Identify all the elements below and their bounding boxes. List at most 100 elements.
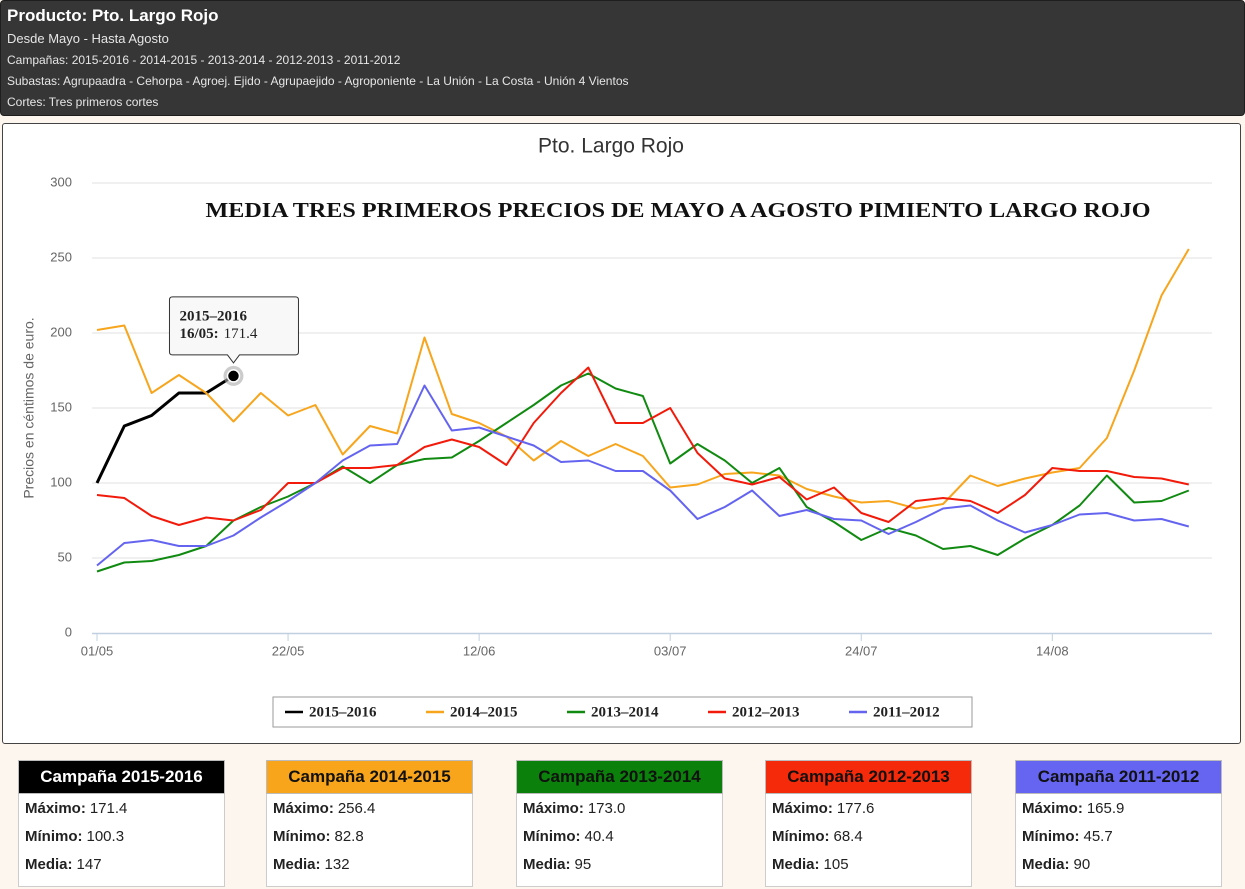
stat-value: 171.4 [89, 800, 128, 817]
legend-label: 2013–2014 [591, 704, 659, 720]
stat-label: Media: [523, 856, 571, 873]
card-stat: Media: 132 [273, 850, 472, 878]
campaign-card: Campaña 2012-2013 Máximo: 177.6 Mínimo: 68.4… [765, 760, 972, 887]
stat-value: 68.4 [833, 828, 863, 845]
header-line: Subastas: Agrupaadra - Cehorpa - Agroej.… [7, 74, 629, 88]
stat-value: 40.4 [584, 828, 614, 845]
card-title: Campaña 2013-2014 [516, 760, 723, 794]
stat-label: Mínimo: [273, 828, 331, 845]
card-stat: Mínimo: 40.4 [523, 822, 722, 850]
card-title: Campaña 2014-2015 [266, 760, 473, 794]
stat-label: Mínimo: [772, 828, 830, 845]
campaign-card: Campaña 2011-2012 Máximo: 165.9 Mínimo: 45.7… [1015, 760, 1222, 887]
card-body: Máximo: 171.4 Mínimo: 100.3 Media: 147 [18, 794, 225, 887]
stat-value: 95 [574, 856, 592, 873]
stat-label: Máximo: [523, 800, 584, 817]
stat-value: 177.6 [836, 800, 875, 817]
card-title: Campaña 2011-2012 [1015, 760, 1222, 794]
x-tick-label: 14/08 [1036, 643, 1069, 658]
card-title: Campaña 2012-2013 [765, 760, 972, 794]
stat-label: Máximo: [25, 800, 86, 817]
stat-value: 100.3 [86, 828, 125, 845]
series-line [96, 248, 1190, 510]
stat-value: 82.8 [334, 828, 364, 845]
stat-value: 173.0 [587, 800, 626, 817]
series-line [96, 384, 1190, 567]
card-body: Máximo: 256.4 Mínimo: 82.8 Media: 132 [266, 794, 473, 887]
stat-value: 45.7 [1083, 828, 1113, 845]
card-stat: Media: 95 [523, 850, 722, 878]
series-line [96, 372, 1190, 573]
chart: Pto. Largo Rojo MEDIA TRES PRIMEROS PREC… [21, 135, 1212, 728]
stat-label: Mínimo: [25, 828, 83, 845]
card-stat: Máximo: 177.6 [772, 794, 971, 822]
card-stat: Media: 147 [25, 850, 224, 878]
y-tick-label: 50 [58, 549, 72, 564]
x-tick-label: 01/05 [81, 643, 114, 658]
x-tick-label: 22/05 [272, 643, 305, 658]
tooltip-value: 171.4 [224, 326, 258, 342]
series-line [95, 374, 235, 484]
y-tick-label: 250 [50, 249, 72, 264]
legend-label: 2011–2012 [873, 704, 940, 720]
y-tick-label: 100 [50, 474, 72, 489]
x-tick-label: 12/06 [463, 643, 496, 658]
card-stat: Media: 105 [772, 850, 971, 878]
card-stat: Máximo: 165.9 [1022, 794, 1221, 822]
y-tick-label: 0 [65, 624, 72, 639]
header: Producto: Pto. Largo Rojo Desde Mayo - H… [0, 0, 1245, 116]
card-stat: Máximo: 256.4 [273, 794, 472, 822]
x-tick-label: 24/07 [845, 643, 878, 658]
stat-label: Mínimo: [523, 828, 581, 845]
x-tick-label: 03/07 [654, 643, 687, 658]
stat-label: Media: [772, 856, 820, 873]
stat-value: 90 [1073, 856, 1091, 873]
stat-label: Máximo: [273, 800, 334, 817]
stat-label: Máximo: [772, 800, 833, 817]
legend-label: 2014–2015 [450, 704, 518, 720]
stat-value: 147 [76, 856, 102, 873]
tooltip-date: 16/05: [179, 326, 218, 342]
campaign-card: Campaña 2014-2015 Máximo: 256.4 Mínimo: 82.8… [266, 760, 473, 887]
card-body: Máximo: 165.9 Mínimo: 45.7 Media: 90 [1015, 794, 1222, 887]
header-line: Campañas: 2015-2016 - 2014-2015 - 2013-2… [7, 53, 401, 67]
card-body: Máximo: 173.0 Mínimo: 40.4 Media: 95 [516, 794, 723, 887]
tooltip-line: 16/05: 171.4 [179, 326, 257, 342]
stat-label: Máximo: [1022, 800, 1083, 817]
legend-label: 2012–2013 [732, 704, 800, 720]
card-title: Campaña 2015-2016 [18, 760, 225, 794]
tooltip-box [168, 296, 299, 364]
y-tick-label: 150 [50, 399, 72, 414]
card-stat: Mínimo: 82.8 [273, 822, 472, 850]
stat-value: 132 [324, 856, 350, 873]
card-stat: Mínimo: 45.7 [1022, 822, 1221, 850]
y-tick-label: 200 [50, 324, 72, 339]
card-body: Máximo: 177.6 Mínimo: 68.4 Media: 105 [765, 794, 972, 887]
card-stat: Media: 90 [1022, 850, 1221, 878]
stat-label: Media: [1022, 856, 1070, 873]
stat-value: 165.9 [1086, 800, 1125, 817]
chart-panel [2, 123, 1241, 744]
series-line [96, 366, 1190, 526]
y-tick-label: 300 [50, 174, 72, 189]
header-line: Desde Mayo - Hasta Agosto [7, 31, 169, 46]
campaign-card: Campaña 2013-2014 Máximo: 173.0 Mínimo: 40.4… [516, 760, 723, 887]
header-title: Producto: Pto. Largo Rojo [7, 6, 219, 25]
header-line: Cortes: Tres primeros cortes [7, 95, 159, 109]
chart-subtitle: MEDIA TRES PRIMEROS PRECIOS DE MAYO A AG… [206, 198, 1151, 222]
stat-label: Mínimo: [1022, 828, 1080, 845]
campaign-card: Campaña 2015-2016 Máximo: 171.4 Mínimo: 100.… [18, 760, 225, 887]
chart-title: Pto. Largo Rojo [538, 135, 684, 158]
y-axis-label: Precios en céntimos de euro. [21, 317, 37, 498]
card-stat: Mínimo: 68.4 [772, 822, 971, 850]
card-stat: Máximo: 173.0 [523, 794, 722, 822]
stat-label: Media: [273, 856, 321, 873]
stat-value: 105 [823, 856, 849, 873]
point-marker [226, 369, 241, 383]
stat-value: 256.4 [337, 800, 376, 817]
tooltip-series: 2015–2016 [179, 308, 247, 324]
stat-label: Media: [25, 856, 73, 873]
card-stat: Máximo: 171.4 [25, 794, 224, 822]
legend-label: 2015–2016 [309, 704, 377, 720]
